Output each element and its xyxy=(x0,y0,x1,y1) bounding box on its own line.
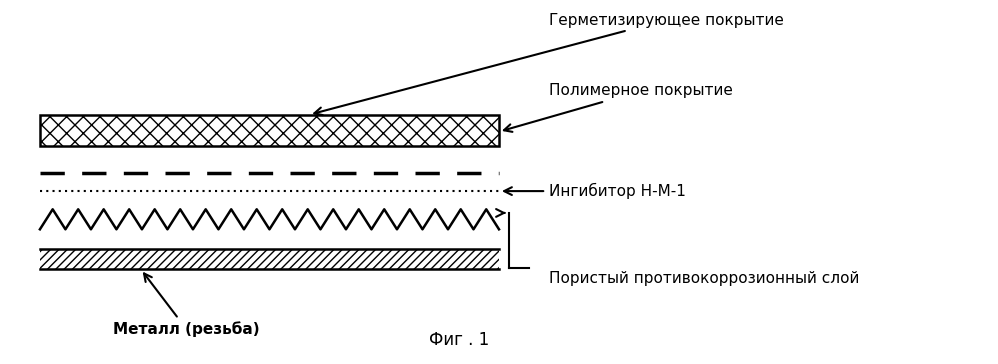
Text: Фиг . 1: Фиг . 1 xyxy=(429,332,489,349)
Bar xyxy=(40,249,499,269)
Text: Полимерное покрытие: Полимерное покрытие xyxy=(504,83,733,132)
Text: Герметизирующее покрытие: Герметизирующее покрытие xyxy=(314,12,783,115)
Text: Ингибитор Н-М-1: Ингибитор Н-М-1 xyxy=(504,183,686,199)
Text: Пористый противокоррозионный слой: Пористый противокоррозионный слой xyxy=(549,271,859,286)
Text: Металл (резьба): Металл (резьба) xyxy=(114,273,260,337)
Bar xyxy=(40,115,499,146)
Bar xyxy=(40,115,499,146)
